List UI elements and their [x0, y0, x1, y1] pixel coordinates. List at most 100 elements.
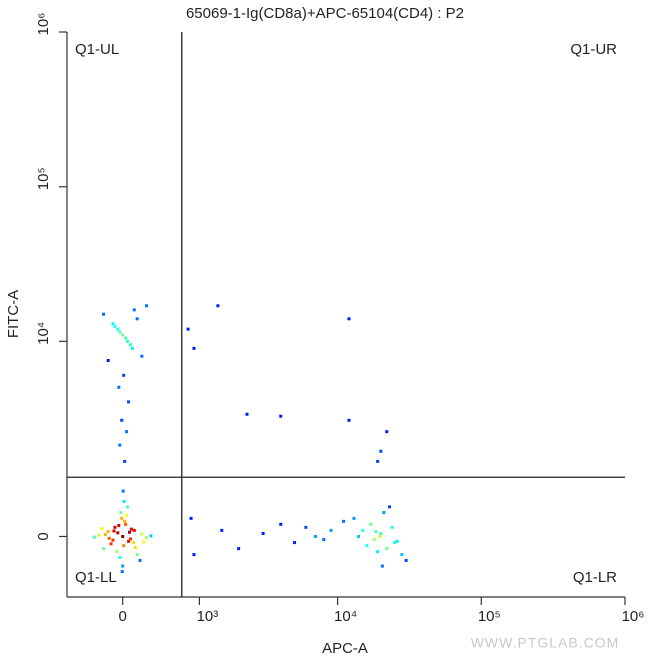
- event-dot: [279, 414, 283, 418]
- y-axis-label: FITC-A: [5, 290, 22, 338]
- event-dot: [127, 400, 131, 404]
- event-dot: [118, 443, 122, 447]
- event-dot: [400, 553, 404, 557]
- event-dot: [118, 330, 122, 334]
- event-dot: [352, 516, 356, 520]
- event-dot: [121, 489, 125, 493]
- event-dot: [245, 412, 249, 416]
- x-tick-label: 0: [119, 608, 127, 625]
- watermark: WWW.PTGLAB.COM: [471, 635, 620, 651]
- event-dot: [100, 527, 104, 531]
- event-dot: [390, 525, 394, 529]
- event-dot: [145, 536, 149, 540]
- x-tick-label: 10⁵: [478, 608, 501, 625]
- y-tick-label: 0: [35, 532, 52, 540]
- event-dot: [123, 459, 127, 463]
- event-dot: [121, 564, 125, 568]
- event-dot: [186, 327, 190, 331]
- y-tick-label: 10⁵: [35, 167, 52, 190]
- event-dot: [131, 541, 135, 545]
- event-dot: [322, 538, 326, 542]
- event-dot: [357, 534, 361, 538]
- event-dot: [395, 539, 399, 543]
- event-dot: [382, 511, 386, 515]
- event-dot: [342, 519, 346, 523]
- event-dot: [106, 359, 110, 363]
- event-dot: [145, 304, 149, 308]
- chart-title: 65069-1-Ig(CD8a)+APC-65104(CD4) : P2: [186, 5, 464, 22]
- event-dot: [111, 538, 115, 542]
- event-dot: [130, 346, 134, 350]
- event-dot: [124, 336, 128, 340]
- event-dot: [329, 528, 333, 532]
- y-tick-label: 10⁴: [35, 322, 52, 345]
- event-dot: [97, 533, 101, 537]
- event-dot: [122, 373, 126, 377]
- event-dot: [113, 525, 117, 529]
- quadrant-label: Q1-UL: [75, 41, 119, 58]
- event-dot: [293, 541, 297, 545]
- x-tick-label: 10⁶: [622, 608, 645, 625]
- event-dot: [129, 527, 133, 531]
- event-dot: [379, 449, 383, 453]
- event-dot: [142, 540, 146, 544]
- event-dot: [304, 525, 308, 529]
- event-dot: [107, 536, 111, 540]
- y-tick-label: 10⁶: [35, 13, 52, 36]
- event-dot: [380, 564, 384, 568]
- event-dot: [117, 524, 121, 528]
- event-dot: [365, 544, 369, 548]
- event-dot: [115, 550, 119, 554]
- event-dot: [133, 545, 137, 549]
- x-tick-label: 10³: [197, 608, 219, 625]
- event-dot: [376, 550, 380, 554]
- event-dot: [121, 534, 125, 538]
- event-dot: [122, 499, 126, 503]
- event-dot: [216, 304, 220, 308]
- event-dot: [347, 317, 351, 321]
- event-dot: [385, 430, 389, 434]
- event-dot: [116, 531, 120, 535]
- event-dot: [123, 519, 127, 523]
- event-dot: [112, 529, 116, 533]
- event-dot: [128, 530, 132, 534]
- event-dot: [220, 528, 224, 532]
- quadrant-label: Q1-LL: [75, 569, 117, 586]
- event-dot: [369, 522, 373, 526]
- event-dot: [378, 534, 382, 538]
- event-dot: [92, 535, 96, 539]
- event-dot: [116, 327, 120, 331]
- event-dot: [101, 547, 105, 551]
- event-dot: [192, 346, 196, 350]
- event-dot: [388, 505, 392, 509]
- event-dot: [374, 530, 378, 534]
- event-dot: [138, 558, 142, 562]
- event-dot: [192, 553, 196, 557]
- event-dot: [237, 547, 241, 551]
- event-dot: [126, 505, 130, 509]
- event-dot: [101, 312, 105, 316]
- event-dot: [121, 333, 125, 337]
- event-dot: [279, 522, 283, 526]
- event-dot: [313, 534, 317, 538]
- event-dot: [140, 354, 144, 358]
- event-dot: [118, 556, 122, 560]
- event-dot: [122, 544, 126, 548]
- event-dot: [120, 570, 124, 574]
- event-dot: [132, 308, 136, 312]
- event-dot: [393, 541, 397, 545]
- event-dot: [103, 533, 107, 537]
- event-dot: [113, 324, 117, 328]
- event-dot: [128, 343, 132, 347]
- event-dot: [149, 534, 153, 538]
- event-dot: [128, 537, 132, 541]
- x-tick-label: 10⁴: [334, 608, 357, 625]
- event-dot: [106, 530, 110, 534]
- event-dot: [119, 511, 123, 515]
- event-dot: [127, 539, 131, 543]
- event-dot: [135, 553, 139, 557]
- event-dot: [124, 522, 128, 526]
- event-dot: [385, 547, 389, 551]
- event-dot: [140, 532, 144, 536]
